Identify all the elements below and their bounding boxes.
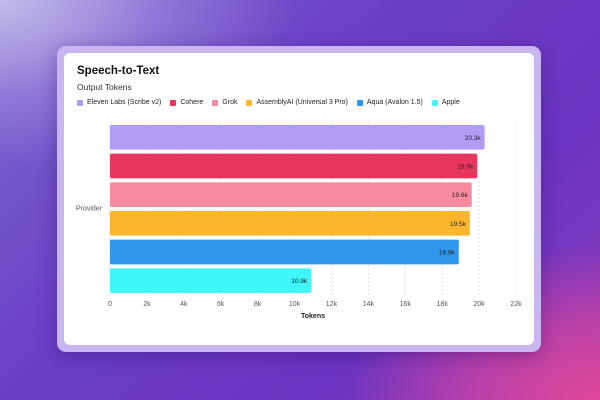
chart-subtitle: Output Tokens — [77, 82, 132, 92]
legend-item[interactable]: Aqua (Avalon 1.5) — [356, 99, 423, 106]
bar-data-label: 10.9k — [291, 278, 308, 285]
legend-swatch — [356, 99, 363, 106]
chart-legend: Eleven Labs (Scribe v2) Cohere Grok Assembl… — [77, 99, 460, 106]
x-tick-label: 6k — [217, 301, 225, 308]
bar-data-label: 20.3k — [465, 135, 482, 142]
x-axis-label: Tokens — [301, 313, 325, 320]
x-tick-label: 22k — [510, 301, 522, 308]
legend-item[interactable]: Cohere — [170, 99, 203, 106]
legend-swatch — [170, 99, 177, 106]
x-tick-label: 8k — [254, 301, 262, 308]
legend-swatch — [212, 99, 219, 106]
y-axis-label: Provider — [76, 206, 103, 213]
legend-label: Aqua (Avalon 1.5) — [366, 99, 423, 106]
x-tick-label: 16k — [400, 301, 412, 308]
legend-item[interactable]: Apple — [431, 99, 460, 106]
legend-label: AssemblyAI (Universal 3 Pro) — [256, 99, 348, 106]
x-tick-label: 0 — [108, 301, 112, 308]
bar — [110, 239, 459, 265]
legend-swatch — [246, 99, 253, 106]
bar-data-label: 18.9k — [439, 249, 456, 256]
legend-label: Eleven Labs (Scribe v2) — [87, 99, 162, 106]
x-tick-label: 2k — [143, 301, 151, 308]
x-tick-label: 18k — [437, 301, 449, 308]
bar — [110, 153, 478, 179]
legend-item[interactable]: AssemblyAI (Universal 3 Pro) — [246, 99, 348, 106]
bar — [110, 268, 312, 293]
legend-label: Apple — [441, 99, 460, 106]
x-tick-label: 20k — [473, 301, 485, 308]
chart-title: Speech-to-Text — [77, 65, 160, 77]
legend-swatch — [431, 99, 438, 106]
bar — [110, 125, 485, 150]
x-tick-label: 4k — [180, 301, 188, 308]
legend-label: Cohere — [180, 99, 204, 106]
x-tick-label: 10k — [289, 301, 301, 308]
bar — [110, 182, 472, 207]
bar-data-label: 19.5k — [450, 221, 467, 228]
legend-item[interactable]: Eleven Labs (Scribe v2) — [77, 99, 161, 106]
bar-data-label: 19.9k — [457, 163, 474, 170]
legend-swatch — [77, 99, 83, 106]
x-tick-label: 12k — [326, 301, 338, 308]
legend-item[interactable]: Grok — [212, 99, 237, 106]
x-tick-label: 14k — [363, 301, 375, 308]
legend-label: Grok — [222, 99, 238, 106]
bar-data-label: 19.6k — [452, 192, 469, 199]
bar — [110, 211, 470, 236]
